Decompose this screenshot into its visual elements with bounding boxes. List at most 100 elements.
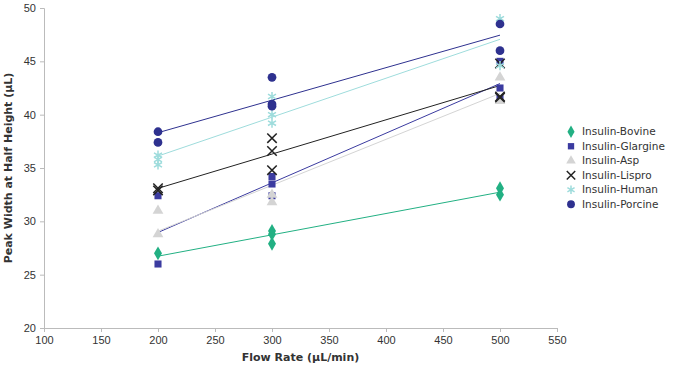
y-axis-title: Peak Width at Half Height (µL) bbox=[2, 73, 15, 264]
point bbox=[268, 110, 276, 119]
x-tick: 550 bbox=[548, 328, 566, 346]
series bbox=[154, 58, 503, 268]
x-tick-label: 500 bbox=[491, 334, 509, 346]
x-tick-label: 100 bbox=[35, 334, 53, 346]
y-tick-mark bbox=[40, 221, 44, 222]
legend-label: Insulin-Lispro bbox=[582, 169, 652, 181]
series bbox=[153, 59, 504, 195]
legend-marker bbox=[567, 126, 574, 138]
x-tick-label: 550 bbox=[548, 334, 566, 346]
point bbox=[267, 133, 276, 142]
x-tick: 100 bbox=[35, 328, 53, 346]
point bbox=[496, 46, 505, 55]
legend-label: Insulin-Human bbox=[582, 183, 658, 195]
point bbox=[268, 119, 276, 128]
y-axis-line bbox=[40, 9, 45, 329]
x-tick: 400 bbox=[377, 328, 395, 346]
point bbox=[153, 204, 164, 213]
y-tick-label: 20 bbox=[24, 322, 36, 334]
y-tick: 25 bbox=[24, 269, 44, 281]
legend-marker bbox=[567, 186, 574, 194]
x-tick-label: 450 bbox=[434, 334, 452, 346]
series bbox=[154, 14, 504, 169]
point bbox=[496, 20, 505, 29]
point bbox=[268, 237, 276, 251]
y-tick: 50 bbox=[24, 2, 44, 14]
y-tick-label: 35 bbox=[24, 162, 36, 174]
y-tick-label: 45 bbox=[24, 55, 36, 67]
point bbox=[268, 73, 277, 82]
y-tick-mark bbox=[40, 275, 44, 276]
x-tick-label: 400 bbox=[377, 334, 395, 346]
x-tick-label: 350 bbox=[320, 334, 338, 346]
point bbox=[154, 260, 161, 267]
x-tick: 200 bbox=[149, 328, 167, 346]
point bbox=[154, 127, 163, 136]
point bbox=[495, 71, 506, 80]
x-tick: 450 bbox=[434, 328, 452, 346]
x-tick: 300 bbox=[263, 328, 281, 346]
y-tick-mark bbox=[40, 61, 44, 62]
x-tick-mark bbox=[101, 328, 102, 332]
point bbox=[267, 146, 276, 155]
x-tick: 250 bbox=[206, 328, 224, 346]
x-tick-mark bbox=[215, 328, 216, 332]
x-tick-mark bbox=[557, 328, 558, 332]
x-axis-title: Flow Rate (µL/min) bbox=[242, 351, 360, 364]
y-axis: 20 25 30 35 40 45 50 bbox=[24, 2, 45, 334]
y-tick-label: 30 bbox=[24, 215, 36, 227]
point bbox=[268, 180, 275, 187]
x-tick: 150 bbox=[92, 328, 110, 346]
legend-marker bbox=[567, 171, 575, 179]
x-axis: 100 150 200 250 300 350 400 450 500 550 bbox=[35, 328, 566, 346]
point bbox=[267, 165, 276, 174]
x-tick-label: 150 bbox=[92, 334, 110, 346]
point bbox=[267, 196, 278, 205]
y-tick: 30 bbox=[24, 215, 44, 227]
x-tick-mark bbox=[158, 328, 159, 332]
series bbox=[154, 20, 505, 147]
y-tick: 35 bbox=[24, 162, 44, 174]
y-tick: 40 bbox=[24, 109, 44, 121]
legend: Insulin-Bovine Insulin-Glargine Insulin-As… bbox=[566, 125, 665, 210]
trend-line bbox=[158, 86, 500, 189]
x-tick-label: 300 bbox=[263, 334, 281, 346]
x-tick-label: 200 bbox=[149, 334, 167, 346]
y-tick-label: 50 bbox=[24, 2, 36, 14]
legend-marker bbox=[567, 200, 575, 208]
series bbox=[154, 181, 504, 260]
series bbox=[153, 71, 506, 237]
point bbox=[495, 93, 504, 102]
point bbox=[154, 138, 163, 147]
x-tick-mark bbox=[500, 328, 501, 332]
legend-label: Insulin-Bovine bbox=[582, 125, 656, 137]
point bbox=[154, 160, 162, 169]
point bbox=[153, 186, 162, 195]
y-tick-label: 40 bbox=[24, 109, 36, 121]
trend-line bbox=[158, 39, 500, 156]
plot: 100 150 200 250 300 350 400 450 500 550 20 25 30 35 40… bbox=[24, 2, 567, 346]
chart: 100 150 200 250 300 350 400 450 500 550 20 25 30 35 40… bbox=[0, 0, 685, 367]
point bbox=[154, 246, 162, 260]
x-tick-mark bbox=[386, 328, 387, 332]
x-tick: 500 bbox=[491, 328, 509, 346]
point bbox=[496, 188, 504, 202]
x-tick-mark bbox=[443, 328, 444, 332]
y-tick-mark bbox=[40, 8, 44, 9]
point bbox=[496, 61, 504, 70]
x-tick-mark bbox=[329, 328, 330, 332]
legend-label: Insulin-Porcine bbox=[582, 198, 658, 210]
data-layer bbox=[153, 14, 506, 268]
trend-line bbox=[158, 192, 500, 256]
x-tick: 350 bbox=[320, 328, 338, 346]
x-tick-label: 250 bbox=[206, 334, 224, 346]
legend-label: Insulin-Glargine bbox=[582, 140, 665, 152]
trend-line bbox=[158, 35, 500, 133]
point bbox=[268, 102, 277, 111]
legend-label: Insulin-Asp bbox=[582, 154, 640, 166]
trend-line bbox=[158, 93, 500, 231]
x-tick-mark bbox=[272, 328, 273, 332]
trend-line bbox=[158, 84, 500, 233]
y-tick: 20 bbox=[24, 322, 44, 334]
y-tick-label: 25 bbox=[24, 269, 36, 281]
